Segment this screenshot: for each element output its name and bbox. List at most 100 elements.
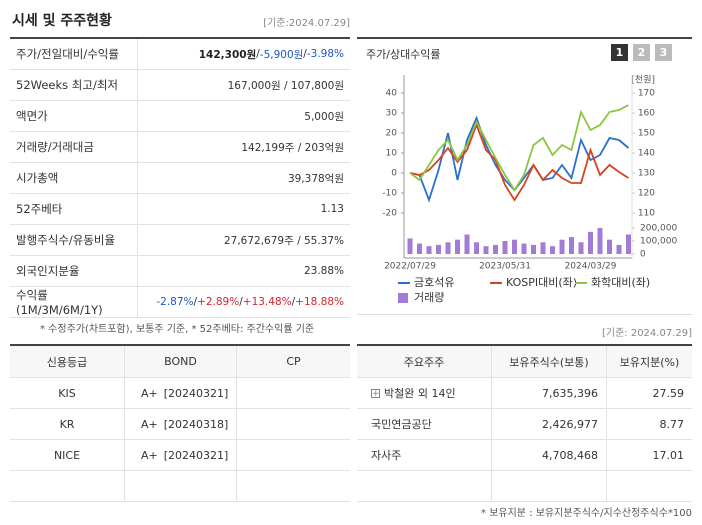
- row-value: 39,378억원: [138, 163, 350, 194]
- date-label: [기준: 2024.07.29]: [601, 328, 692, 339]
- y-tick-label: -20: [382, 209, 397, 219]
- label-text: 발행주식수/유동비율: [16, 233, 116, 247]
- table-cell: 8.77: [607, 409, 692, 440]
- volume-tick-label: 0: [640, 250, 646, 260]
- cell-text: 27.59: [652, 386, 685, 400]
- volume-bar: [521, 243, 527, 254]
- line-series: [409, 104, 629, 192]
- chart-button[interactable]: [633, 44, 650, 61]
- value-part: -5,900원: [259, 48, 304, 61]
- y2-tick-label: 160: [638, 109, 655, 119]
- quote-note: * 수정주가(차트포함), 보통주 기준, * 52주베타: 주간수익률 기준: [40, 324, 315, 335]
- expand-icon: +: [371, 388, 380, 399]
- row-label: 발행주식수/유동비율: [10, 225, 138, 256]
- row-label: 시가총액: [10, 163, 138, 194]
- chart-button-label[interactable]: 2: [638, 46, 646, 59]
- table-cell: [237, 378, 350, 409]
- row-label: 52Weeks 최고/최저: [10, 70, 138, 101]
- table-cell: [237, 440, 350, 471]
- chart-button-label[interactable]: 1: [616, 46, 624, 59]
- row-label: 수익률 (1M/3M/6M/1Y): [10, 287, 138, 318]
- row-value: 1.13: [138, 194, 350, 225]
- table-cell: [125, 471, 237, 502]
- cell-text: 17.01: [652, 448, 685, 462]
- table-cell: KR: [10, 409, 125, 440]
- value-part: /: [303, 48, 307, 60]
- value-part: 167,000원 / 107,800원: [227, 79, 344, 92]
- header-text: 보유주식수(보통): [509, 355, 589, 369]
- row-value: 5,000원: [138, 101, 350, 132]
- volume-bar: [474, 242, 479, 254]
- value-part: -2.87%: [156, 296, 194, 308]
- value-part: /: [239, 296, 243, 308]
- chart-title: 주가/상대수익률: [366, 48, 441, 61]
- label-text: 52주베타: [16, 202, 63, 216]
- x-tick-label: 2023/05/31: [479, 262, 531, 272]
- y-tick-label: 30: [386, 109, 398, 119]
- value-part: 142,300원: [198, 48, 257, 61]
- table-cell: A+ [20240321]: [125, 378, 237, 409]
- table-cell: [10, 471, 125, 502]
- table-cell: A+ [20240318]: [125, 409, 237, 440]
- cell-text: 자사주: [371, 449, 402, 462]
- chart-top-line: [357, 37, 692, 39]
- table-cell: A+ [20240321]: [125, 440, 237, 471]
- value-part: 142,199주 / 203억원: [241, 141, 344, 154]
- date-label: [기준:2024.07.29]: [263, 18, 350, 29]
- y-tick-label: 40: [386, 89, 398, 99]
- y-tick-label: 0: [391, 169, 397, 179]
- value-part: /: [256, 48, 260, 60]
- volume-bar: [531, 244, 536, 254]
- header-cell: 주요주주: [357, 346, 492, 378]
- table-cell: [357, 471, 492, 502]
- cell-text: KR: [59, 417, 75, 431]
- table-cell: + 박철완 외 14인: [357, 378, 492, 409]
- volume-bar: [607, 239, 612, 254]
- label-text: 52Weeks 최고/최저: [16, 78, 118, 92]
- row-value: 167,000원 / 107,800원: [138, 70, 350, 101]
- label-text: 액면가: [16, 109, 48, 123]
- cell-text: NICE: [53, 448, 81, 462]
- volume-bar: [436, 244, 441, 254]
- volume-bar: [569, 237, 574, 254]
- y2-tick-label: 140: [638, 149, 655, 159]
- y2-unit: [천원]: [631, 75, 655, 86]
- row-value: -2.87% / +2.89% / +13.48% / +18.88%: [138, 287, 350, 318]
- chart-button[interactable]: [611, 44, 628, 61]
- volume-bar: [502, 241, 508, 254]
- table-cell: KIS: [10, 378, 125, 409]
- chart-panel: [357, 39, 692, 315]
- row-label: 액면가: [10, 101, 138, 132]
- header-cell: 보유주식수(보통): [492, 346, 607, 378]
- volume-bar: [559, 239, 565, 254]
- cell-text: 국민연금공단: [371, 418, 432, 431]
- table-top-line: [357, 344, 692, 346]
- cell-text: 8.77: [659, 417, 685, 431]
- table-cell: NICE: [10, 440, 125, 471]
- volume-bar: [493, 244, 498, 254]
- value-part: 39,378억원: [287, 172, 344, 185]
- label-text: 시가총액: [16, 171, 59, 185]
- volume-bar: [540, 242, 546, 254]
- table-top-line: [10, 344, 350, 346]
- legend-label: 화학대비(좌): [591, 276, 650, 289]
- line-series: [409, 122, 629, 202]
- volume-bar: [426, 246, 432, 254]
- volume-bar: [464, 234, 470, 254]
- cell-text: KIS: [58, 386, 76, 400]
- legend-label: 금호석유: [414, 276, 454, 289]
- y-tick-label: -10: [382, 189, 397, 199]
- y2-tick-label: 170: [638, 89, 655, 99]
- volume-bar: [445, 242, 451, 254]
- table-cell: 자사주: [357, 440, 492, 471]
- legend-swatch: [398, 293, 408, 303]
- value-part: 5,000원: [304, 110, 344, 123]
- table-cell: 7,635,396: [492, 378, 607, 409]
- chart-button[interactable]: [655, 44, 672, 61]
- row-value: 23.88%: [138, 256, 350, 287]
- value-part: +2.89%: [197, 296, 240, 308]
- y2-tick-label: 120: [638, 189, 655, 199]
- table-cell: 국민연금공단: [357, 409, 492, 440]
- chart-button-label[interactable]: 3: [660, 46, 668, 59]
